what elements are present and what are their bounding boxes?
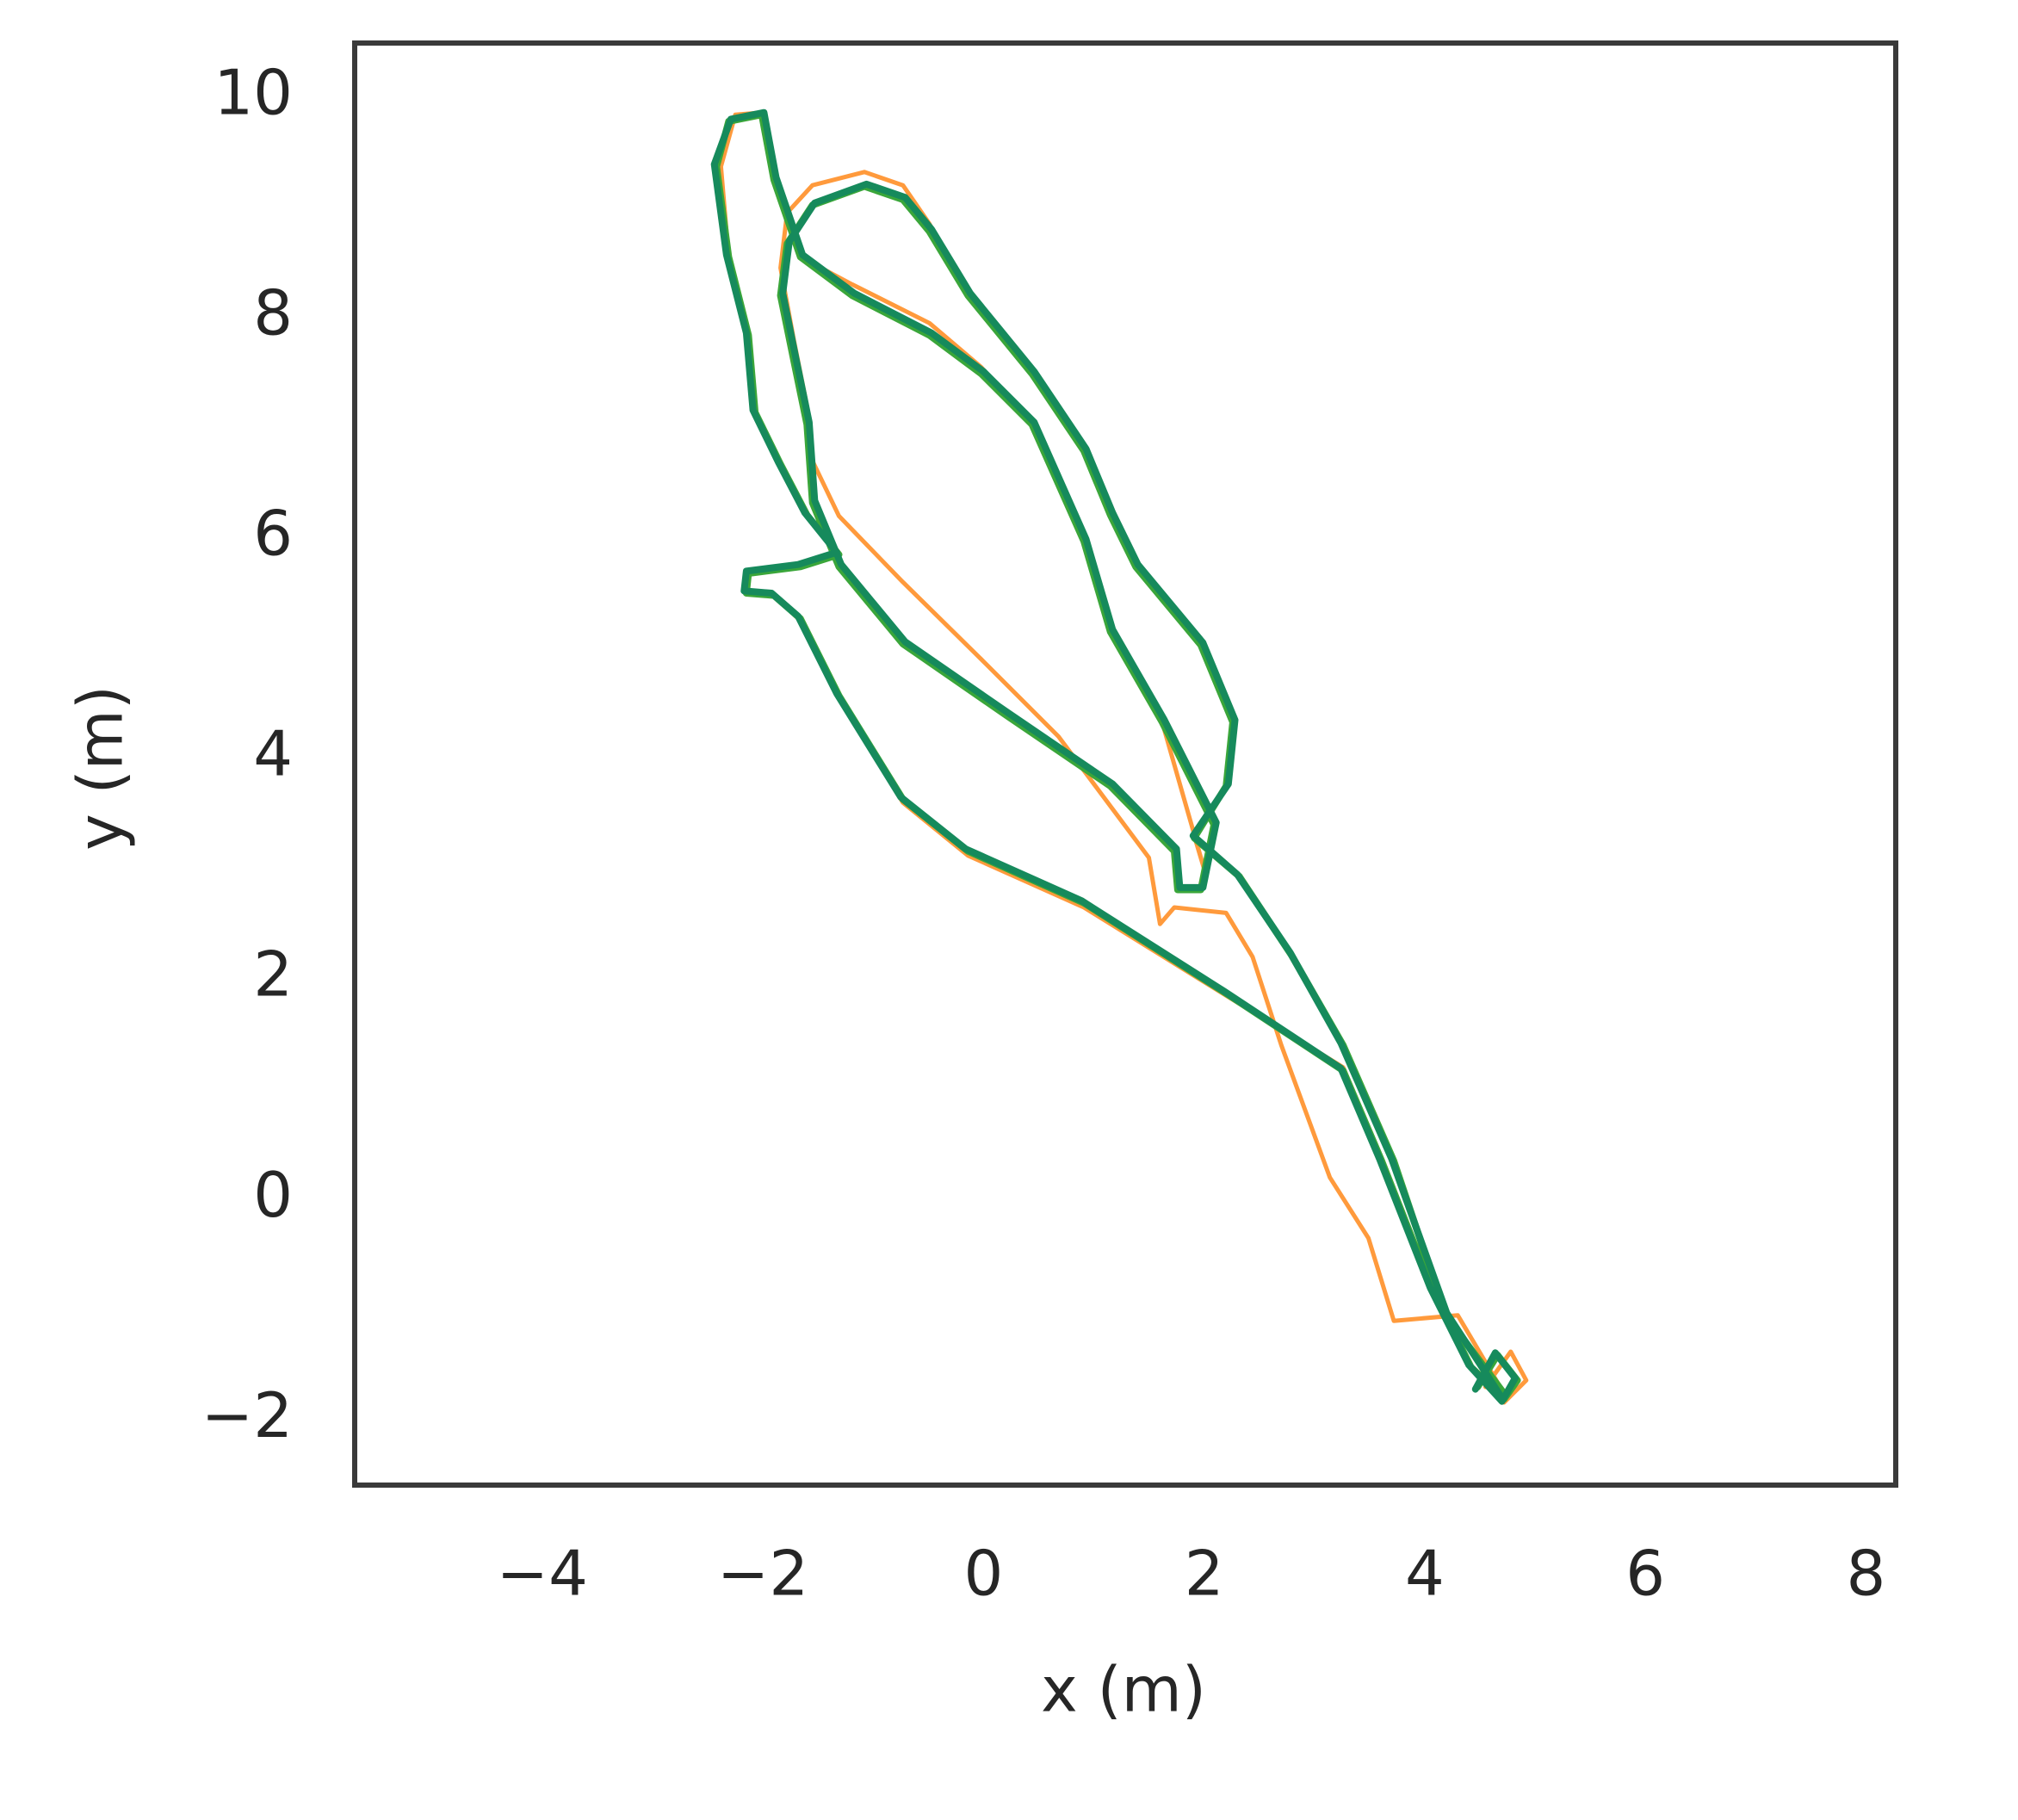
y-tick-label: 4 (253, 718, 293, 790)
trajectory-line (718, 110, 1529, 1405)
y-tick-label: 6 (253, 497, 293, 569)
plot-frame (352, 40, 1898, 1488)
x-tick-label: −4 (497, 1538, 588, 1610)
x-tick-label: −2 (717, 1538, 808, 1610)
y-axis-label: y (m) (65, 685, 137, 851)
x-tick-label: 4 (1405, 1538, 1445, 1610)
y-tick-label: 2 (253, 938, 293, 1011)
y-tick-label: −2 (201, 1379, 293, 1452)
x-axis-label: x (m) (1041, 1654, 1206, 1726)
x-tick-label: 6 (1625, 1538, 1665, 1610)
x-tick-label: 0 (963, 1538, 1003, 1610)
x-tick-label: 8 (1846, 1538, 1885, 1610)
x-tick-label: 2 (1185, 1538, 1224, 1610)
y-tick-label: 8 (253, 276, 293, 349)
trajectory-line (710, 108, 1519, 1405)
y-tick-label: 10 (214, 56, 293, 128)
y-tick-label: 0 (253, 1159, 293, 1231)
